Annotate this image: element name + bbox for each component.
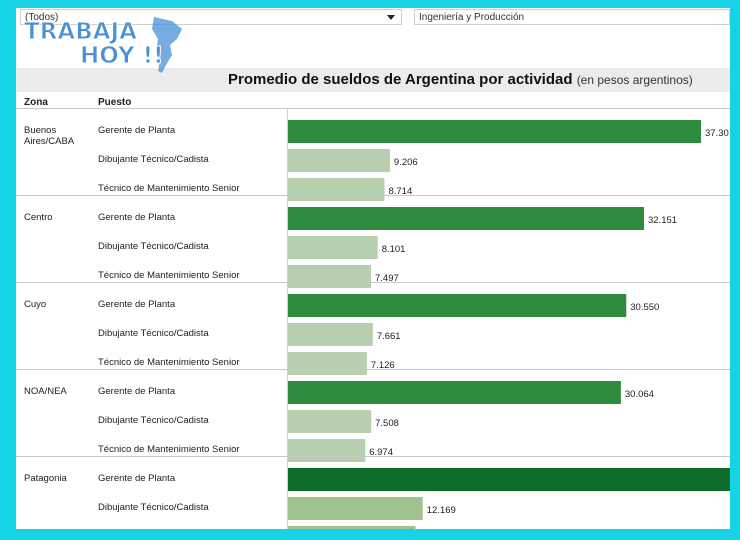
bar [288,120,701,143]
bar [288,381,621,404]
zone-label: Cuyo [24,299,46,310]
data-label: 30.064 [625,389,654,400]
zone-label: Aires/CABA [24,136,75,147]
chart-title-main: Promedio de sueldos de Argentina por act… [228,71,573,88]
chevron-down-icon[interactable] [387,15,395,20]
argentina-map-icon [152,17,182,73]
puesto-label: Gerente de Planta [98,473,176,484]
actividad-filter-value: Ingeniería y Producción [419,12,525,23]
dashboard-frame: (Todos) Ingeniería y Producción Promedio… [16,8,730,529]
zone-label: NOA/NEA [24,386,67,397]
data-label: 6.974 [369,447,393,458]
data-label: 8.101 [382,244,406,255]
data-label: 12.169 [427,505,456,516]
puesto-label: Técnico de Mantenimiento Senior [98,444,240,455]
puesto-label: Gerente de Planta [98,386,176,397]
data-label: 7.497 [375,273,399,284]
logo-line1: TRABAJA [24,19,137,45]
puesto-label: Dibujante Técnico/Cadista [98,502,209,513]
bar [288,207,644,230]
puesto-label: Dibujante Técnico/Cadista [98,415,209,426]
bar [288,410,372,433]
bar [288,526,416,529]
bar [288,352,367,375]
puesto-label: Dibujante Técnico/Cadista [98,154,209,165]
data-label: 32.151 [648,215,677,226]
data-label: 8.714 [388,186,412,197]
puesto-label: Gerente de Planta [98,212,176,223]
puesto-label: Dibujante Técnico/Cadista [98,241,209,252]
bar [288,236,378,259]
puesto-label: Gerente de Planta [98,125,176,136]
data-label: 7.661 [377,331,401,342]
column-header-puesto: Puesto [98,97,132,108]
zone-label: Centro [24,212,53,223]
zone-label: Patagonia [24,473,68,484]
data-label: 7.126 [371,360,395,371]
puesto-label: Dibujante Técnico/Cadista [98,328,209,339]
trabaja-hoy-logo: TRABAJA HOY !! [24,17,182,73]
actividad-filter-dropdown[interactable]: Ingeniería y Producción [414,9,730,25]
bar [288,497,423,520]
zona-filter-dropdown[interactable]: (Todos) [20,9,402,25]
bar [288,178,385,201]
bar [288,323,373,346]
bar [288,265,372,288]
logo-line2: HOY !! [80,43,164,69]
column-header-zona: Zona [24,97,48,108]
puesto-label: Técnico de Mantenimiento Senior [98,270,240,281]
bar [288,149,390,172]
puesto-label: Técnico de Mantenimiento Senior [98,183,240,194]
bar [288,439,366,462]
puesto-label: Gerente de Planta [98,299,176,310]
chart-title: Promedio de sueldos de Argentina por act… [228,71,693,88]
zone-label: Buenos [24,125,56,136]
chart-subtitle: (en pesos argentinos) [576,73,693,87]
puesto-label: Técnico de Mantenimiento Senior [98,357,240,368]
zona-filter-value: (Todos) [25,12,59,23]
data-label: 7.508 [375,418,399,429]
data-label: 30.550 [630,302,659,313]
data-label: 9.206 [394,157,418,168]
bar [288,468,730,491]
data-label: 37.30 [705,128,729,139]
title-bar [16,68,730,92]
bar [288,294,627,317]
